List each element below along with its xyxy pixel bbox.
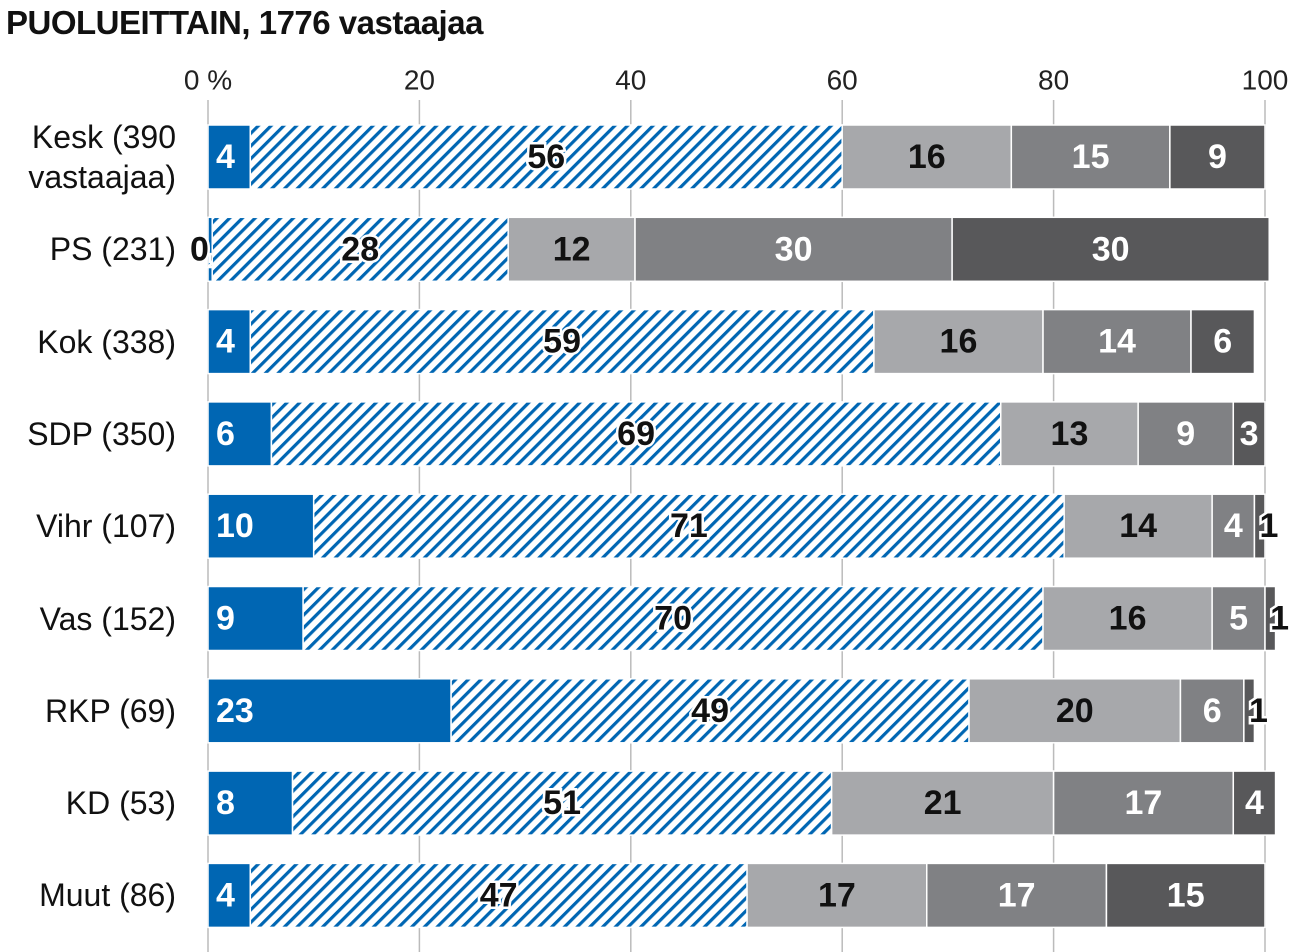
bar-segment [1179, 678, 1245, 744]
category-label: Vihr (107) [36, 508, 176, 545]
x-tick-label: 100 [1242, 64, 1289, 95]
value-label: 17 [818, 876, 856, 914]
bar-segment [207, 401, 273, 467]
value-label: 4 [1224, 507, 1243, 545]
bar-segment [1052, 770, 1235, 836]
bar-segment [249, 862, 748, 929]
value-label: 16 [1109, 599, 1147, 637]
category-label: RKP (69) [44, 692, 176, 729]
bar-segment [926, 862, 1108, 929]
bar-segment [1010, 124, 1171, 190]
bar-segment [207, 493, 315, 559]
value-label: 1 [1260, 507, 1279, 545]
value-label: 71 [670, 507, 708, 545]
value-label: 69 [617, 415, 655, 453]
bar-segment [270, 401, 1002, 467]
bar-segment [1232, 770, 1277, 836]
value-label: 56 [527, 138, 565, 176]
bar-segment [1253, 493, 1266, 559]
value-label: 6 [1203, 692, 1222, 730]
x-tick-label: 20 [404, 64, 435, 95]
value-label: 8 [216, 784, 235, 822]
bar-segment [207, 678, 452, 744]
bar-segment [1232, 401, 1266, 467]
value-label: 47 [480, 876, 518, 914]
category-label: Kok (338) [37, 323, 176, 360]
value-label: 4 [216, 138, 235, 176]
value-label: 28 [341, 230, 379, 268]
bar-segment [302, 585, 1044, 652]
category-label: Vas (152) [39, 600, 176, 637]
value-label: 4 [216, 876, 235, 914]
x-tick-label: 0 % [184, 64, 232, 95]
value-label: 21 [924, 784, 962, 822]
value-label: 5 [1229, 599, 1248, 637]
bar-segment [1264, 585, 1277, 652]
bar-segment [1105, 862, 1266, 929]
value-label: 3 [1240, 415, 1259, 453]
value-label: 1 [1249, 692, 1268, 730]
category-label: Muut (86) [39, 877, 176, 914]
bar-segment [951, 216, 1270, 283]
x-tick-label: 60 [827, 64, 858, 95]
bar-segment [207, 862, 252, 929]
value-label: 17 [1125, 784, 1163, 822]
bar-segment [1243, 678, 1256, 744]
value-label: 1 [1270, 599, 1289, 637]
value-label: 30 [1092, 230, 1130, 268]
value-label: 70 [654, 599, 692, 637]
bar-segment [312, 493, 1065, 559]
bar-segment [1042, 585, 1213, 652]
bar-segment [1000, 401, 1139, 467]
bar-segment [1211, 493, 1256, 559]
bar-segment [1042, 308, 1192, 375]
value-label: 10 [216, 507, 254, 545]
value-label: 12 [553, 230, 591, 268]
value-label: 16 [940, 323, 978, 361]
bar-segment [291, 770, 833, 836]
value-label: 6 [216, 415, 235, 453]
category-label: SDP (350) [27, 415, 176, 452]
value-label: 23 [216, 692, 254, 730]
bar-segment [249, 308, 875, 375]
value-label: 9 [1208, 138, 1227, 176]
value-label: 15 [1167, 876, 1205, 914]
category-label: Kesk (390 vastaajaa) [28, 119, 176, 195]
bar-segment [1137, 401, 1235, 467]
x-tick-label: 40 [615, 64, 646, 95]
value-label: 4 [216, 323, 235, 361]
chart-title: PUOLUEITTAIN, 1776 vastaajaa [6, 4, 483, 41]
value-label: 15 [1072, 138, 1110, 176]
value-label: 9 [1176, 415, 1195, 453]
value-label: 49 [691, 692, 729, 730]
value-label: 14 [1098, 323, 1136, 361]
bar-segment [1190, 308, 1256, 375]
value-label: 6 [1213, 323, 1232, 361]
value-label: 16 [908, 138, 946, 176]
bar-segment [746, 862, 928, 929]
category-label: PS (231) [49, 231, 176, 268]
bar-segment [207, 585, 304, 652]
value-label: 59 [543, 323, 581, 361]
value-label: 20 [1056, 692, 1094, 730]
value-label: 14 [1119, 507, 1157, 545]
bar-segment [507, 216, 636, 283]
bar-segment [207, 124, 252, 190]
bar-segment [450, 678, 970, 744]
x-tick-label: 80 [1038, 64, 1069, 95]
value-label: 51 [543, 784, 581, 822]
bar-segment [1169, 124, 1266, 190]
category-label: KD (53) [65, 785, 176, 822]
value-label: 30 [775, 230, 813, 268]
bar-segment [1063, 493, 1213, 559]
value-label: 13 [1051, 415, 1089, 453]
value-label: 17 [998, 876, 1036, 914]
value-label: 4 [1245, 784, 1264, 822]
value-label: 9 [216, 599, 235, 637]
